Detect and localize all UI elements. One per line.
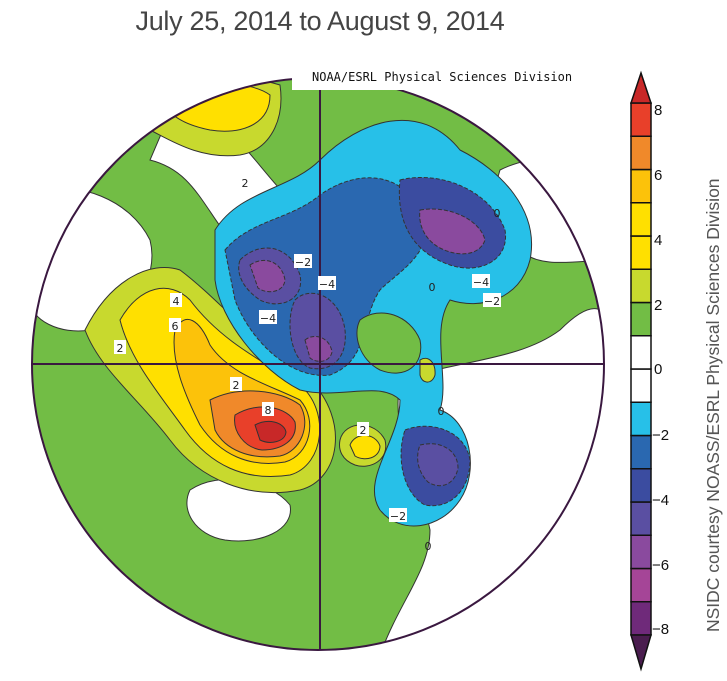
field-negative-4-5-south [417,443,459,487]
contour-label: −2 [484,295,500,308]
field-negative-5-6-northeast [419,208,486,255]
colorbar-segment [630,268,652,304]
contour-label: −2 [390,510,406,523]
side-credit: NSIDC courtesy NOASS/ESRL Physical Scien… [703,178,723,632]
colorbar-segment [630,168,652,204]
colorbar-tick: 0 [654,361,662,378]
colorbar-segment [630,501,652,536]
contour-label: 0 [438,405,445,418]
contour-label: −4 [260,312,276,325]
field-positive-small-core [349,434,381,460]
field-negative-6-center [304,336,333,362]
colorbar-tick: −6 [652,557,669,574]
colorbar-tick: −4 [652,492,669,509]
contour-label: 2 [117,342,124,355]
colorbar-tick: −2 [652,427,669,444]
contour-labels: 2 −2 −4 −4 −4 −2 0 0 2 4 6 2 8 2 0 −2 0 [114,175,501,553]
contour-label: 2 [233,379,240,392]
map-credit: NOAA/ESRL Physical Sciences Division [312,70,573,84]
colorbar [629,70,653,672]
map-title: July 25, 2014 to August 9, 2014 [135,6,505,36]
colorbar-segment [630,301,652,337]
colorbar-segment [630,135,652,171]
colorbar-segment [630,401,652,437]
contour-label: 2 [360,424,367,437]
contour-label: −2 [295,256,311,269]
colorbar-segment [630,368,652,403]
colorbar-ticks: 8 6 4 2 0 −2 −4 −6 −8 [652,102,669,638]
colorbar-low-tip [629,634,653,672]
colorbar-segment [630,102,652,137]
contour-label: 0 [425,540,432,553]
contour-label: 4 [173,295,180,308]
credit-box [292,68,602,90]
contour-label: 6 [172,320,179,333]
field-positive-8 [254,421,287,443]
colorbar-segment [630,434,652,470]
contour-label: 0 [494,207,501,220]
colorbar-segment [630,202,652,237]
colorbar-tick: 6 [654,167,662,184]
colorbar-tick: 4 [654,232,662,249]
colorbar-tick: 2 [654,297,662,314]
colorbar-segment [630,468,652,503]
field-positive-island [356,312,422,374]
colorbar-high-tip [629,70,653,104]
contour-label: 0 [429,281,436,294]
colorbar-segment [630,601,652,636]
colorbar-tick: −8 [652,621,669,638]
contour-label: 2 [242,177,249,190]
colorbar-segment [630,235,652,270]
colorbar-tick: 8 [654,102,662,119]
contour-label: 8 [265,404,272,417]
colorbar-segment [630,534,652,570]
colorbar-segment [630,335,652,370]
colorbar-segment [630,567,652,603]
contour-label: −4 [319,278,335,291]
contour-label: −4 [473,276,489,289]
field-negative-6-west [249,260,286,293]
